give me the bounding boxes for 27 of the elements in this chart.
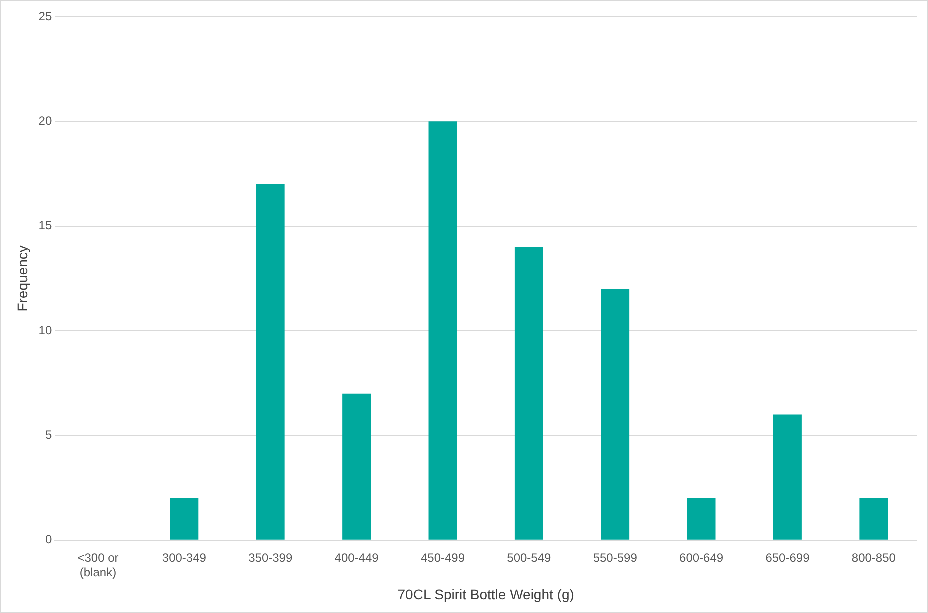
x-tick-label: 450-499: [420, 550, 466, 565]
x-tick-label: 550-599: [593, 550, 638, 565]
x-tick-label: 800-850: [852, 550, 896, 565]
bar: [860, 498, 888, 540]
bar: [342, 394, 372, 540]
bar: [428, 122, 458, 540]
y-tick-label: 5: [45, 428, 52, 442]
x-tick-label: 300-349: [162, 550, 207, 565]
x-tick-label: 500-549: [507, 550, 552, 565]
y-axis-title: Frequency: [14, 246, 30, 312]
y-tick-label: 25: [38, 9, 52, 24]
bar: [514, 247, 544, 540]
x-tick-label: <300 or (blank): [78, 550, 119, 580]
bar: [601, 289, 630, 540]
bar: [687, 498, 716, 540]
y-tick-label: 20: [38, 114, 52, 128]
x-tick-label: 600-649: [680, 550, 724, 565]
bar: [256, 184, 285, 540]
x-tick-label: 650-699: [766, 550, 810, 565]
y-tick-label: 15: [38, 218, 52, 233]
bar: [170, 498, 199, 540]
x-tick-label: 400-449: [334, 550, 380, 565]
x-tick-label: 350-399: [248, 550, 293, 565]
y-tick-label: 0: [45, 532, 52, 547]
y-tick-label: 10: [38, 323, 52, 338]
bar: [774, 414, 802, 540]
x-axis-title: 70CL Spirit Bottle Weight (g): [398, 586, 574, 602]
